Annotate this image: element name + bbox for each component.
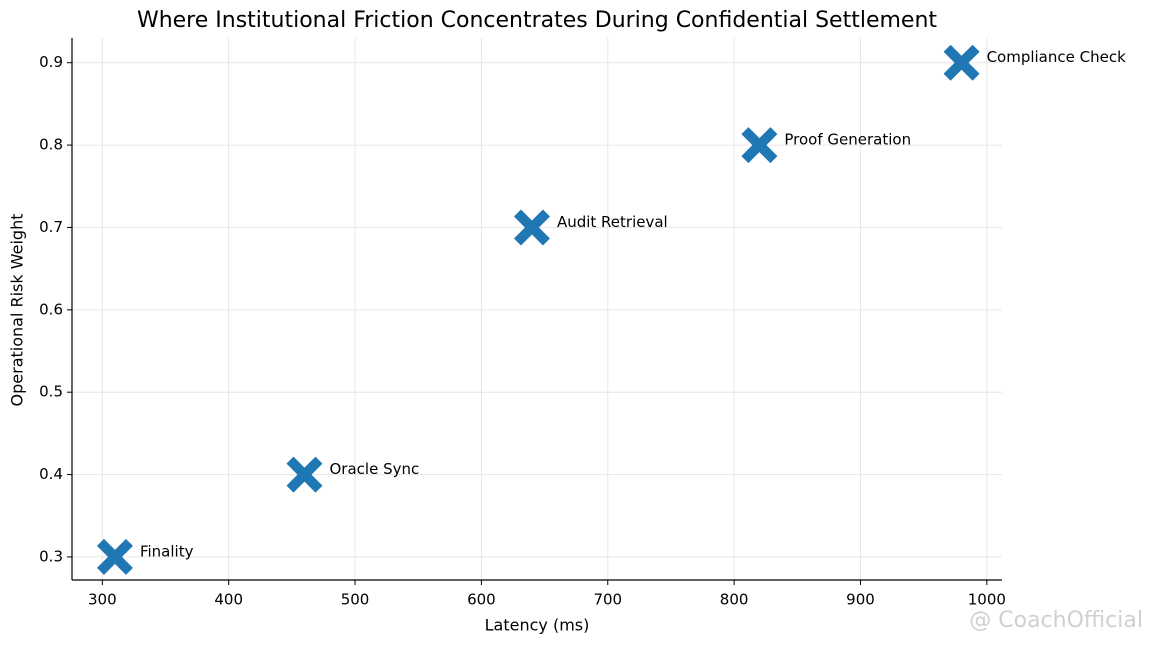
point-label: Compliance Check xyxy=(987,48,1127,66)
marker xyxy=(741,127,778,164)
x-tick-label: 600 xyxy=(467,591,496,609)
chart-title: Where Institutional Friction Concentrate… xyxy=(137,8,937,33)
marker xyxy=(96,538,133,575)
y-tick-label: 0.6 xyxy=(39,300,63,318)
point-label: Finality xyxy=(140,542,194,560)
marker xyxy=(513,209,550,246)
point-label: Proof Generation xyxy=(784,131,911,149)
y-tick-label: 0.9 xyxy=(39,53,63,71)
x-tick-label: 300 xyxy=(88,591,117,609)
marker xyxy=(286,456,323,493)
y-tick-label: 0.5 xyxy=(39,383,63,401)
x-tick-label: 400 xyxy=(214,591,243,609)
y-tick-label: 0.7 xyxy=(39,218,63,236)
y-tick-label: 0.8 xyxy=(39,136,63,154)
watermark: @ CoachOfficial xyxy=(969,608,1143,633)
x-tick-label: 700 xyxy=(593,591,622,609)
x-tick-label: 500 xyxy=(341,591,370,609)
y-axis-label: Operational Risk Weight xyxy=(8,214,27,407)
marker xyxy=(943,44,980,81)
point-label: Audit Retrieval xyxy=(557,213,668,231)
x-tick-label: 1000 xyxy=(968,591,1006,609)
y-tick-label: 0.4 xyxy=(39,465,63,483)
x-tick-label: 900 xyxy=(846,591,875,609)
x-axis-label: Latency (ms) xyxy=(485,616,590,635)
x-tick-label: 800 xyxy=(720,591,749,609)
point-label: Oracle Sync xyxy=(330,460,420,478)
y-tick-label: 0.3 xyxy=(39,547,63,565)
